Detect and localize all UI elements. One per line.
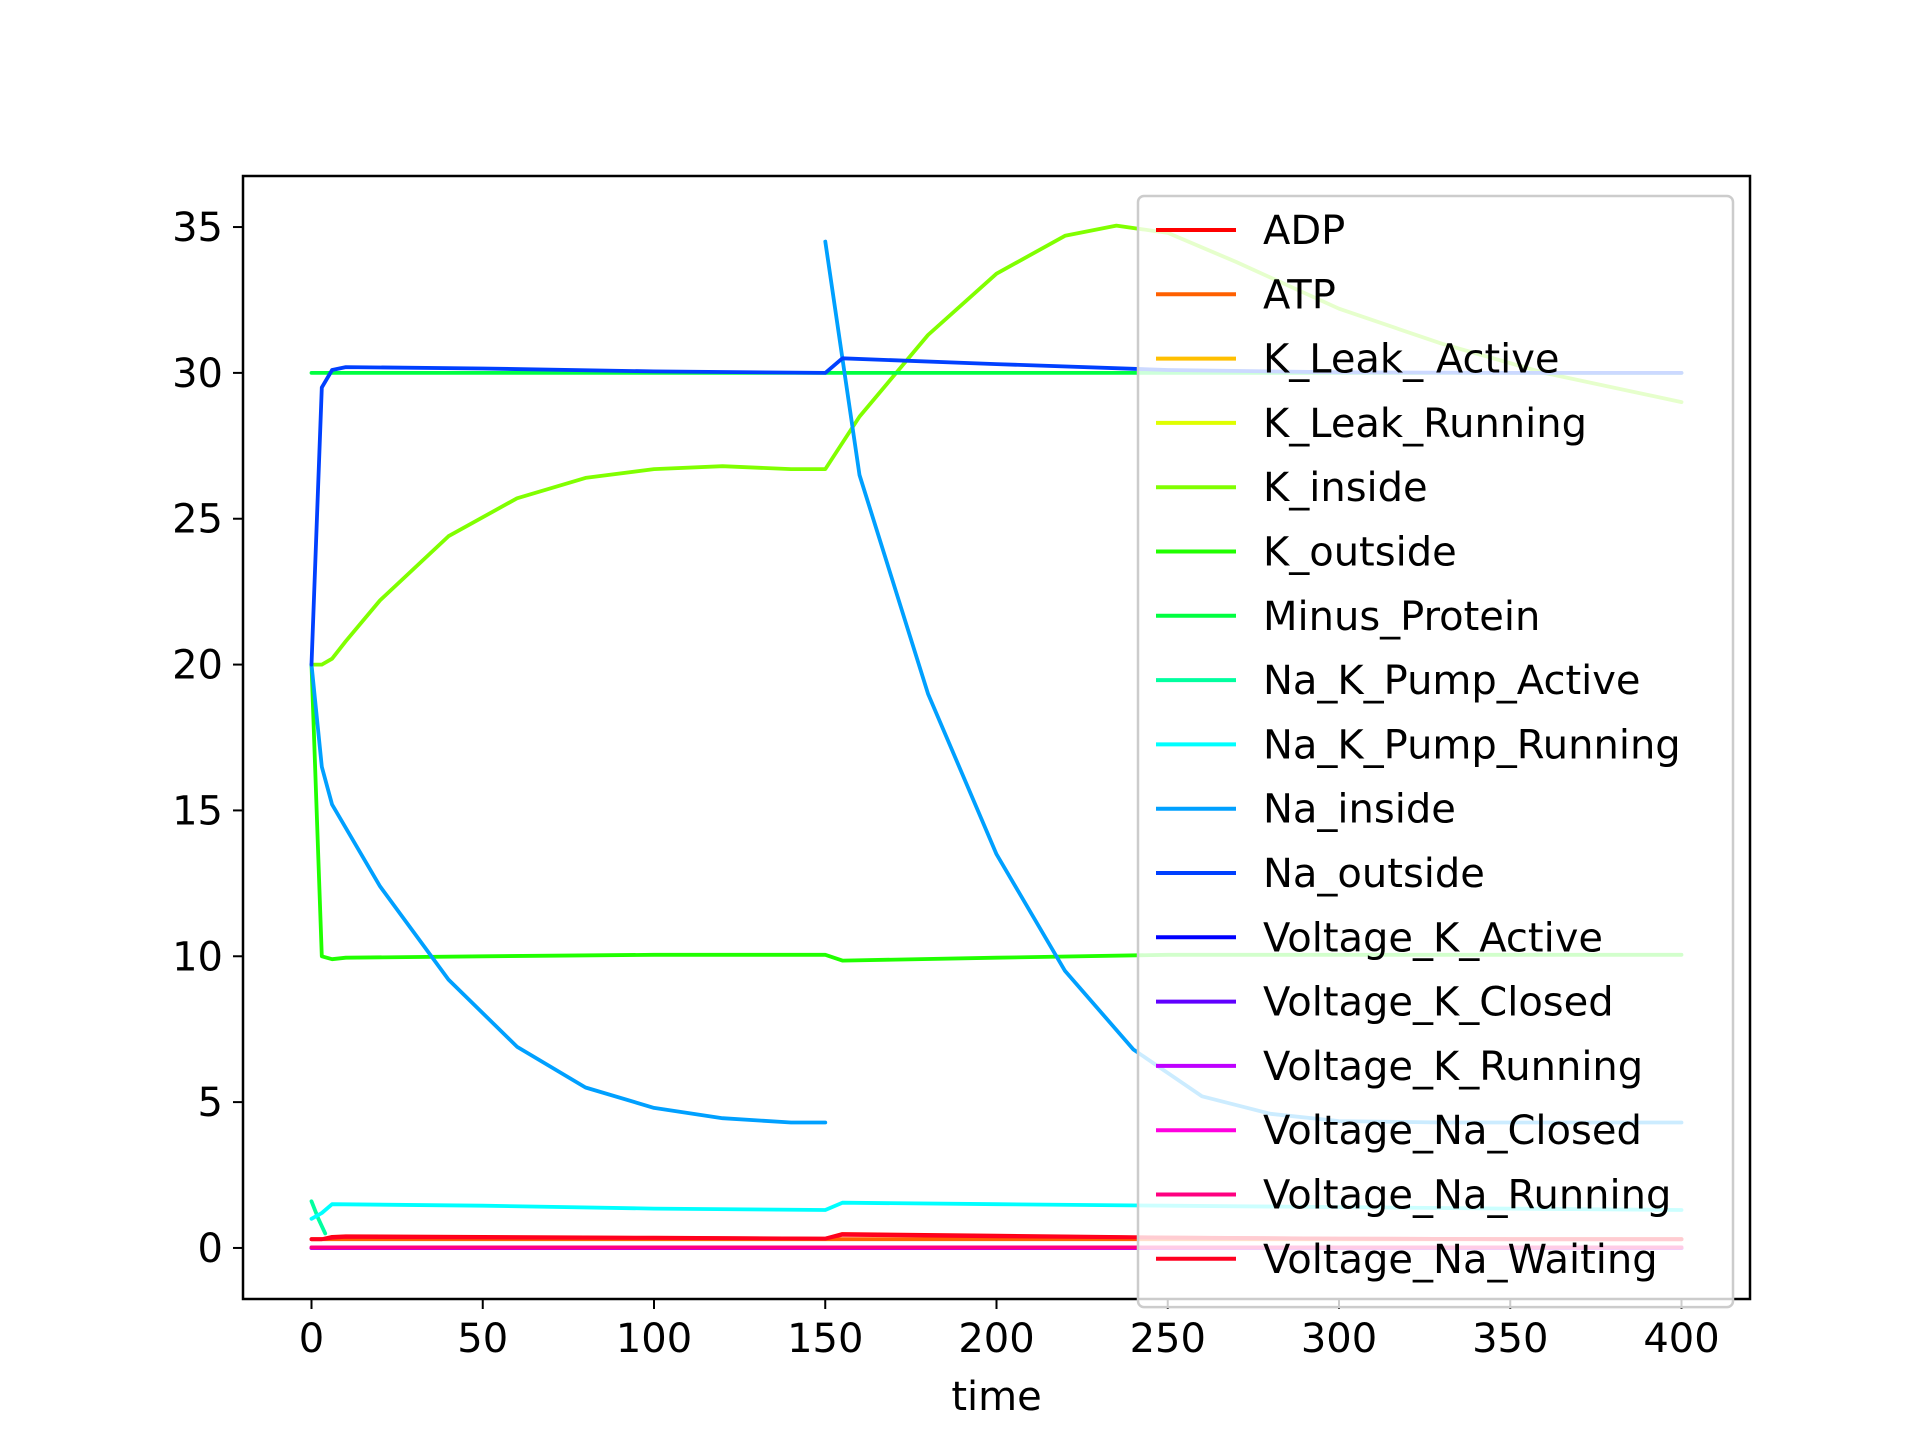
legend: ADP ATP K_Leak_ Active K_Leak_Running K_insi… bbox=[1136, 194, 1735, 1309]
legend-entry-label: Minus_Protein bbox=[1263, 594, 1540, 640]
legend-entry-label: K_Leak_ Active bbox=[1263, 337, 1560, 383]
x-tick-label: 150 bbox=[787, 1316, 863, 1362]
y-tick-label: 10 bbox=[172, 934, 223, 980]
legend-entry-label: Voltage_K_Closed bbox=[1263, 980, 1614, 1026]
legend-entry-label: K_inside bbox=[1263, 465, 1428, 511]
x-tick-label: 350 bbox=[1472, 1316, 1548, 1362]
y-tick-label: 30 bbox=[172, 351, 223, 397]
legend-entry-label: Voltage_K_Active bbox=[1263, 915, 1603, 961]
x-axis-ticks: 0 50 100 150 200 250 300 350 400 bbox=[299, 1299, 1720, 1362]
legend-frame bbox=[1136, 194, 1735, 1309]
x-axis-label: time bbox=[951, 1374, 1041, 1420]
legend-entry-label: Voltage_Na_Waiting bbox=[1263, 1237, 1658, 1283]
y-tick-label: 0 bbox=[198, 1226, 223, 1272]
legend-entry-label: Voltage_Na_Running bbox=[1263, 1173, 1671, 1219]
y-tick-label: 20 bbox=[172, 643, 223, 689]
x-tick-label: 50 bbox=[457, 1316, 508, 1362]
x-tick-label: 100 bbox=[616, 1316, 692, 1362]
legend-entry-label: K_outside bbox=[1263, 530, 1457, 576]
legend-entry-label: Na_outside bbox=[1263, 851, 1485, 897]
y-tick-label: 35 bbox=[172, 205, 223, 251]
y-tick-label: 25 bbox=[172, 497, 223, 543]
legend-entry-label: Na_inside bbox=[1263, 787, 1456, 833]
y-tick-label: 15 bbox=[172, 788, 223, 834]
legend-entry-label: Voltage_K_Running bbox=[1263, 1044, 1643, 1090]
y-axis-ticks: 0 5 10 15 20 25 30 35 bbox=[172, 205, 243, 1272]
x-tick-label: 300 bbox=[1301, 1316, 1377, 1362]
y-tick-label: 5 bbox=[198, 1080, 223, 1126]
x-tick-label: 0 bbox=[299, 1316, 324, 1362]
legend-entry-label: Voltage_Na_Closed bbox=[1263, 1108, 1642, 1154]
series-line-na-k-pump-active-7 bbox=[309, 1199, 328, 1236]
x-tick-label: 200 bbox=[958, 1316, 1034, 1362]
legend-entry-label: ATP bbox=[1263, 272, 1336, 318]
legend-entry-label: K_Leak_Running bbox=[1263, 401, 1587, 447]
legend-entry-label: Na_K_Pump_Active bbox=[1263, 658, 1641, 704]
x-tick-label: 400 bbox=[1643, 1316, 1719, 1362]
legend-entry-label: Na_K_Pump_Running bbox=[1263, 722, 1681, 768]
x-tick-label: 250 bbox=[1130, 1316, 1206, 1362]
series-line-na-inside-9 bbox=[309, 662, 828, 1125]
legend-entry-label: ADP bbox=[1263, 208, 1345, 254]
